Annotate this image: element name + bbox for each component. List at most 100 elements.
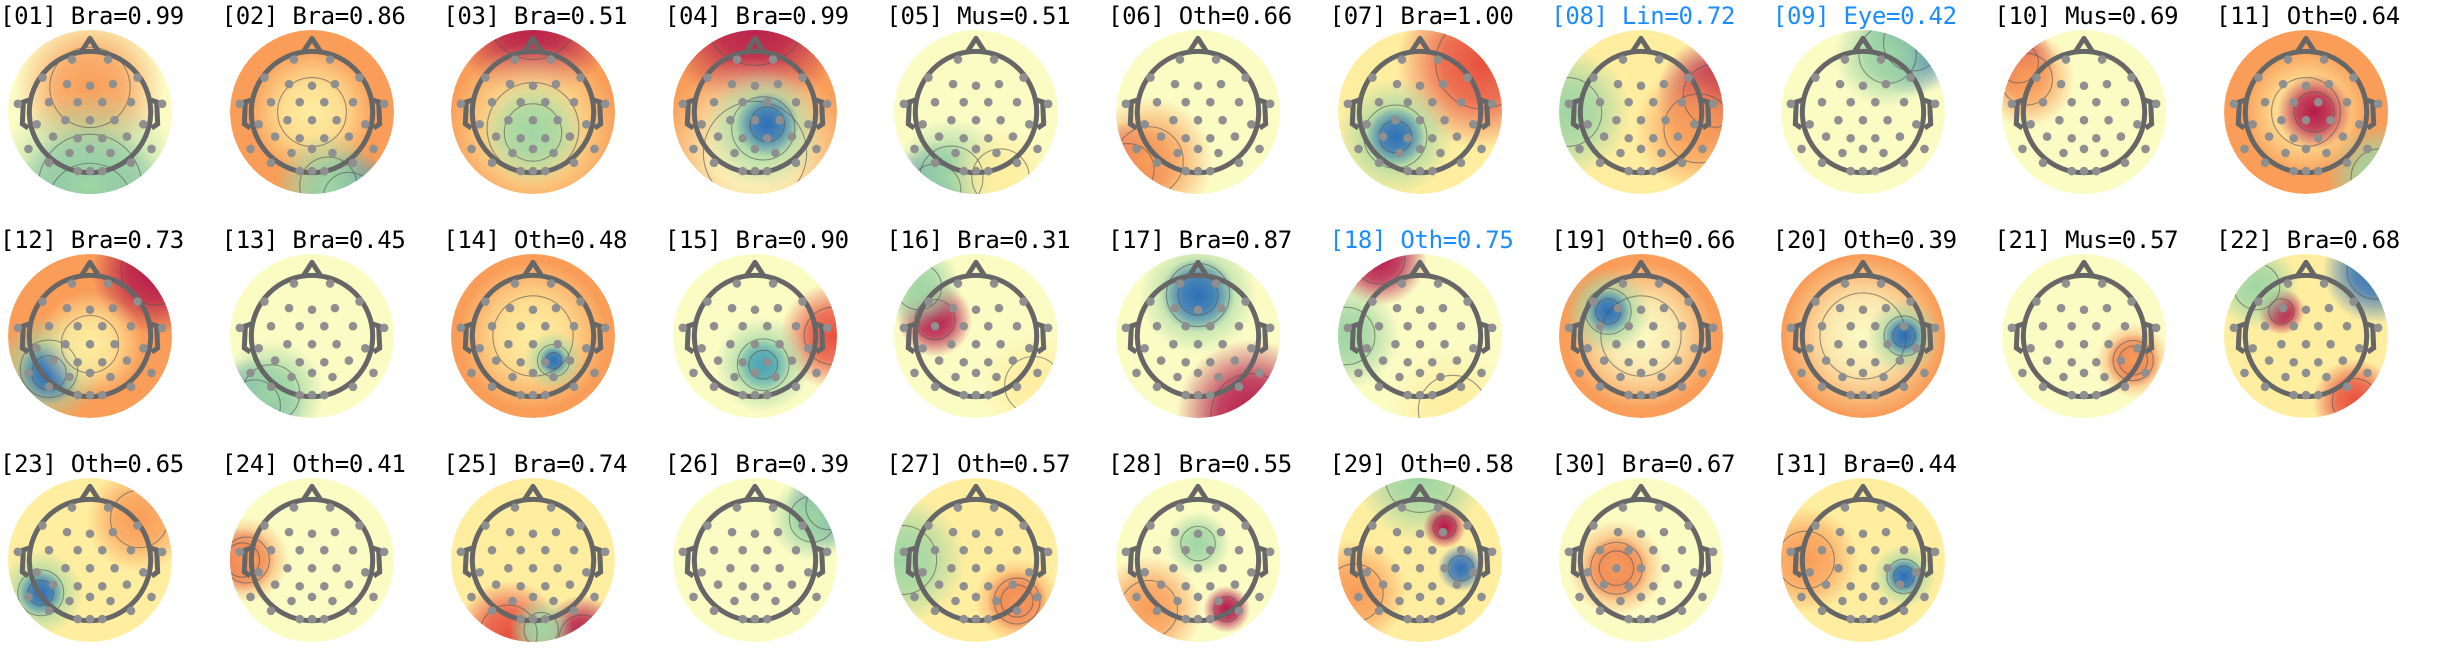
electrode-dot bbox=[1487, 99, 1497, 109]
electrode-dot bbox=[1659, 303, 1669, 313]
electrode-dot bbox=[259, 73, 269, 82]
contour-line bbox=[120, 254, 172, 306]
electrode-dot bbox=[931, 321, 940, 331]
electrode-dot bbox=[319, 545, 329, 555]
electrode-dot bbox=[1612, 563, 1621, 573]
electrode-dot bbox=[1234, 606, 1244, 616]
electrode-dot bbox=[1840, 503, 1850, 512]
electrode-dot bbox=[1883, 563, 1892, 573]
electrode-dot bbox=[1858, 614, 1868, 624]
electrode-dot bbox=[2098, 279, 2107, 288]
electrode-dot bbox=[2055, 115, 2065, 125]
electrode-dot bbox=[508, 148, 517, 158]
component-label: [05] Mus=0.51 bbox=[886, 2, 1071, 30]
electrode-dot bbox=[541, 581, 550, 591]
electrode-dot bbox=[569, 97, 579, 107]
electrode-dot bbox=[688, 368, 698, 378]
electrode-dot bbox=[2240, 368, 2249, 378]
contour-line bbox=[702, 100, 808, 194]
electrode-dot bbox=[541, 545, 550, 555]
topomap bbox=[894, 30, 1059, 194]
electrode-dot bbox=[762, 390, 772, 400]
electrode-dot bbox=[2121, 97, 2130, 107]
electrode-dot bbox=[725, 339, 735, 349]
electrode-dot bbox=[259, 521, 269, 530]
electrode-dot bbox=[1415, 368, 1424, 378]
electrode-dot bbox=[1415, 529, 1424, 539]
field-blob bbox=[8, 89, 172, 194]
electrode-dot bbox=[1858, 339, 1868, 349]
electrode-dot bbox=[678, 547, 687, 557]
contour-line bbox=[229, 542, 260, 578]
electrode-dot bbox=[491, 356, 501, 365]
electrode-dot bbox=[738, 97, 747, 107]
electrode-dot bbox=[1657, 596, 1666, 606]
electrode-dot bbox=[951, 596, 961, 606]
topomap-field bbox=[2224, 30, 2388, 194]
electrode-dot bbox=[1684, 73, 1694, 82]
electrode-dot bbox=[1452, 132, 1461, 141]
contour-line bbox=[894, 525, 938, 595]
electrode-dot bbox=[1415, 144, 1424, 154]
electrode-dot bbox=[2055, 339, 2065, 349]
contour-line bbox=[2268, 298, 2295, 325]
electrode-dot bbox=[13, 547, 23, 557]
electrode-dot bbox=[1255, 144, 1264, 154]
electrode-dot bbox=[951, 372, 961, 382]
electrode-dot bbox=[2248, 120, 2257, 129]
electrode-dot bbox=[959, 166, 969, 176]
electrode-dot bbox=[516, 166, 526, 176]
component-label: [07] Bra=1.00 bbox=[1329, 2, 1514, 30]
electrode-dot bbox=[770, 596, 780, 606]
electrode-dot bbox=[750, 563, 760, 573]
electrode-dot bbox=[1649, 321, 1658, 331]
electrode-dot bbox=[1690, 568, 1699, 577]
topomap bbox=[451, 30, 616, 194]
electrode-dot bbox=[959, 357, 969, 367]
electrode-dot bbox=[294, 390, 304, 400]
electrode-dot bbox=[1152, 545, 1162, 555]
electrode-dot bbox=[1427, 321, 1437, 331]
electrode-dot bbox=[1390, 339, 1400, 349]
electrode-dot bbox=[2133, 344, 2142, 353]
electrode-dot bbox=[2092, 166, 2101, 176]
electrode-dot bbox=[1684, 521, 1694, 530]
electrode-dot bbox=[67, 55, 77, 64]
electrode-dot bbox=[1427, 133, 1437, 143]
electrode-dot bbox=[1878, 372, 1888, 382]
electrode-dot bbox=[924, 521, 934, 530]
electrode-dot bbox=[1589, 297, 1598, 306]
electrode-dot bbox=[732, 279, 742, 288]
electrode-dot bbox=[456, 547, 466, 557]
electrode-dot bbox=[565, 580, 575, 589]
electrode-dot bbox=[1817, 97, 1827, 107]
electrode-dot bbox=[935, 356, 944, 365]
component-label: [21] Mus=0.57 bbox=[1994, 226, 2179, 254]
electrode-dot bbox=[2301, 81, 2311, 91]
electrode-dot bbox=[235, 99, 244, 109]
electrode-dot bbox=[713, 132, 723, 141]
component-label: [10] Mus=0.69 bbox=[1994, 2, 2179, 30]
electrode-dot bbox=[551, 79, 561, 89]
electrode-dot bbox=[1690, 120, 1699, 129]
electrode-dot bbox=[1858, 166, 1868, 176]
electrode-dot bbox=[1230, 580, 1240, 589]
electrode-dot bbox=[1013, 545, 1022, 555]
electrode-dot bbox=[569, 382, 579, 392]
electrode-dot bbox=[85, 115, 95, 125]
electrode-dot bbox=[1876, 503, 1886, 512]
electrode-dot bbox=[319, 614, 329, 624]
contour-line bbox=[486, 30, 580, 61]
electrode-dot bbox=[1595, 158, 1605, 168]
electrode-dot bbox=[1589, 73, 1598, 82]
electrode-dot bbox=[1255, 368, 1264, 378]
electrode-dot bbox=[85, 390, 95, 400]
electrode-dot bbox=[85, 305, 95, 315]
component-27: [27] Oth=0.57 bbox=[886, 448, 1108, 670]
electrode-dot bbox=[44, 382, 54, 392]
electrode-dot bbox=[48, 580, 58, 589]
electrode-dot bbox=[1595, 382, 1605, 392]
electrode-dot bbox=[924, 297, 934, 306]
electrode-dot bbox=[1870, 97, 1880, 107]
electrode-dot bbox=[1394, 372, 1404, 382]
